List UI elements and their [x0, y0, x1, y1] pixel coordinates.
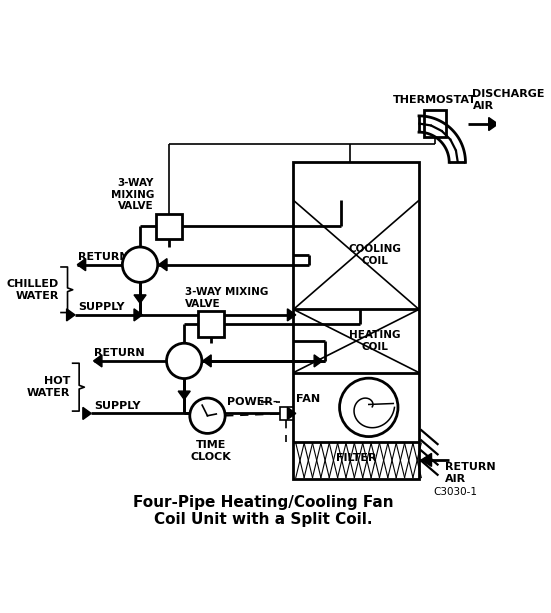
Text: FILTER: FILTER — [336, 453, 376, 463]
Text: THERMOSTAT: THERMOSTAT — [393, 95, 477, 105]
Bar — [424, 110, 446, 137]
Polygon shape — [288, 408, 296, 419]
Polygon shape — [83, 408, 91, 419]
Text: C3030-1: C3030-1 — [433, 487, 477, 498]
Polygon shape — [422, 454, 431, 466]
Bar — [294, 162, 419, 479]
Text: TIME
CLOCK: TIME CLOCK — [191, 440, 231, 462]
Polygon shape — [489, 118, 498, 131]
Text: DISCHARGE
AIR: DISCHARGE AIR — [472, 89, 545, 111]
Circle shape — [190, 398, 225, 433]
Text: RETURN: RETURN — [78, 252, 129, 262]
Polygon shape — [77, 259, 85, 271]
Polygon shape — [134, 295, 146, 303]
Text: 3-WAY
MIXING
VALVE: 3-WAY MIXING VALVE — [111, 178, 154, 211]
Polygon shape — [134, 309, 142, 321]
Text: POWER-: POWER- — [226, 397, 277, 407]
Text: HEATING
COIL: HEATING COIL — [349, 330, 401, 352]
Polygon shape — [288, 309, 296, 321]
Text: HOT
WATER: HOT WATER — [27, 376, 71, 398]
Polygon shape — [159, 259, 167, 271]
Polygon shape — [94, 355, 102, 367]
Text: COOLING
COIL: COOLING COIL — [349, 244, 402, 265]
Text: FAN: FAN — [296, 394, 320, 403]
Text: RETURN: RETURN — [94, 348, 145, 358]
Text: RETURN
AIR: RETURN AIR — [445, 462, 495, 484]
Circle shape — [166, 343, 202, 379]
Bar — [279, 408, 293, 421]
Text: SUPPLY: SUPPLY — [78, 302, 125, 312]
Text: 3-WAY MIXING
VALVE: 3-WAY MIXING VALVE — [185, 287, 269, 309]
Bar — [156, 213, 182, 239]
Text: Four-Pipe Heating/Cooling Fan
Coil Unit with a Split Coil.: Four-Pipe Heating/Cooling Fan Coil Unit … — [133, 495, 393, 527]
Text: SUPPLY: SUPPLY — [94, 401, 141, 411]
Circle shape — [339, 378, 398, 436]
Circle shape — [122, 247, 158, 283]
Bar — [198, 311, 224, 337]
Polygon shape — [314, 355, 322, 367]
Polygon shape — [67, 309, 75, 321]
Polygon shape — [178, 391, 190, 400]
Polygon shape — [203, 355, 211, 367]
Text: CHILLED
WATER: CHILLED WATER — [7, 279, 59, 300]
